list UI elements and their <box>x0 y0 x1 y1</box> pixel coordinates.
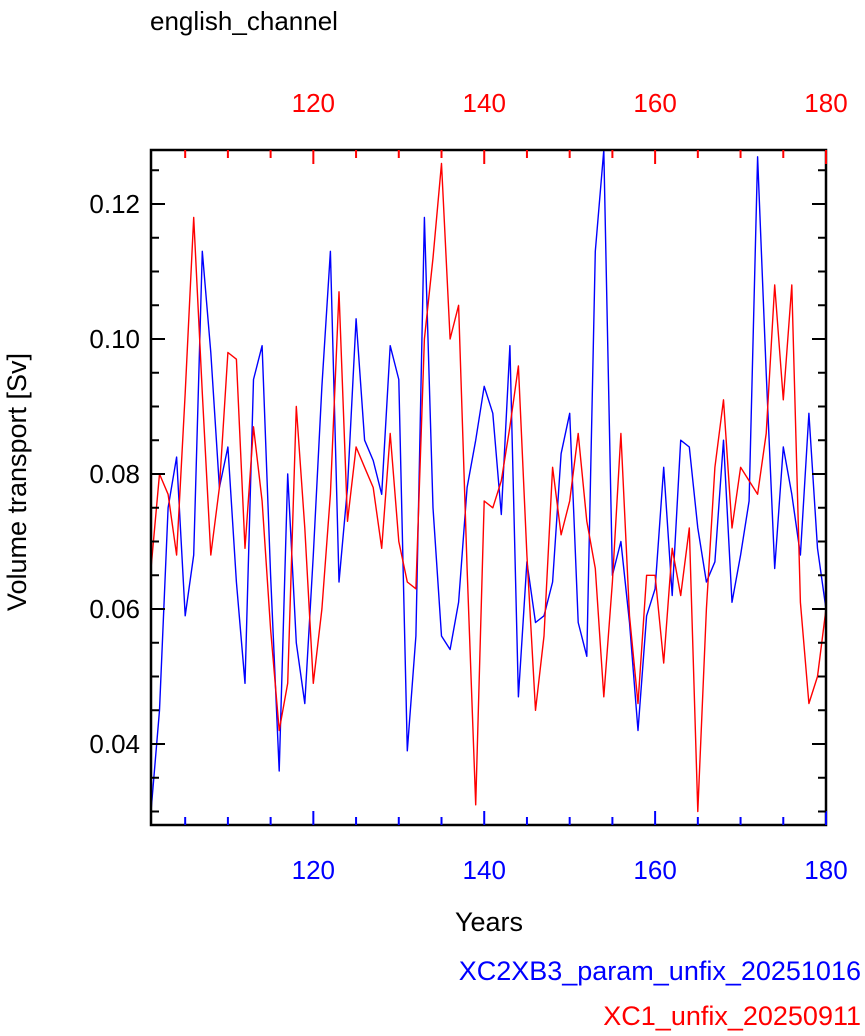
plot-frame <box>149 148 828 827</box>
y-tick-label-0: 0.04 <box>89 729 140 759</box>
y-axis-label: Volume transport [Sv] <box>2 353 32 611</box>
x-top-tick-label-180: 180 <box>804 88 847 118</box>
x-bottom-tick-label-180: 180 <box>804 855 847 885</box>
x-axis-label: Years <box>455 907 523 937</box>
x-bottom-tick-label-120: 120 <box>292 855 335 885</box>
chart-title: english_channel <box>150 6 338 36</box>
y-tick-label-3: 0.10 <box>89 324 140 354</box>
legend-entry-xc2xb3: XC2XB3_param_unfix_20251016 <box>459 956 861 986</box>
x-bottom-tick-label-140: 140 <box>463 855 506 885</box>
x-top-tick-label-160: 160 <box>633 88 676 118</box>
x-top-tick-label-140: 140 <box>463 88 506 118</box>
x-bottom-tick-label-160: 160 <box>633 855 676 885</box>
y-tick-label-4: 0.12 <box>89 189 140 219</box>
y-tick-label-1: 0.06 <box>89 594 140 624</box>
x-top-tick-label-120: 120 <box>292 88 335 118</box>
legend-entry-xc1: XC1_unfix_20250911 <box>603 1001 861 1031</box>
series-layer <box>150 149 827 813</box>
series-line-xc2xb3 <box>150 149 827 812</box>
series-line-xc1 <box>150 162 827 813</box>
axes-layer: 120 140 160 180 120 140 160 180 0.04 0.06 0.08 0.10… <box>89 88 847 885</box>
y-tick-label-2: 0.08 <box>89 459 140 489</box>
